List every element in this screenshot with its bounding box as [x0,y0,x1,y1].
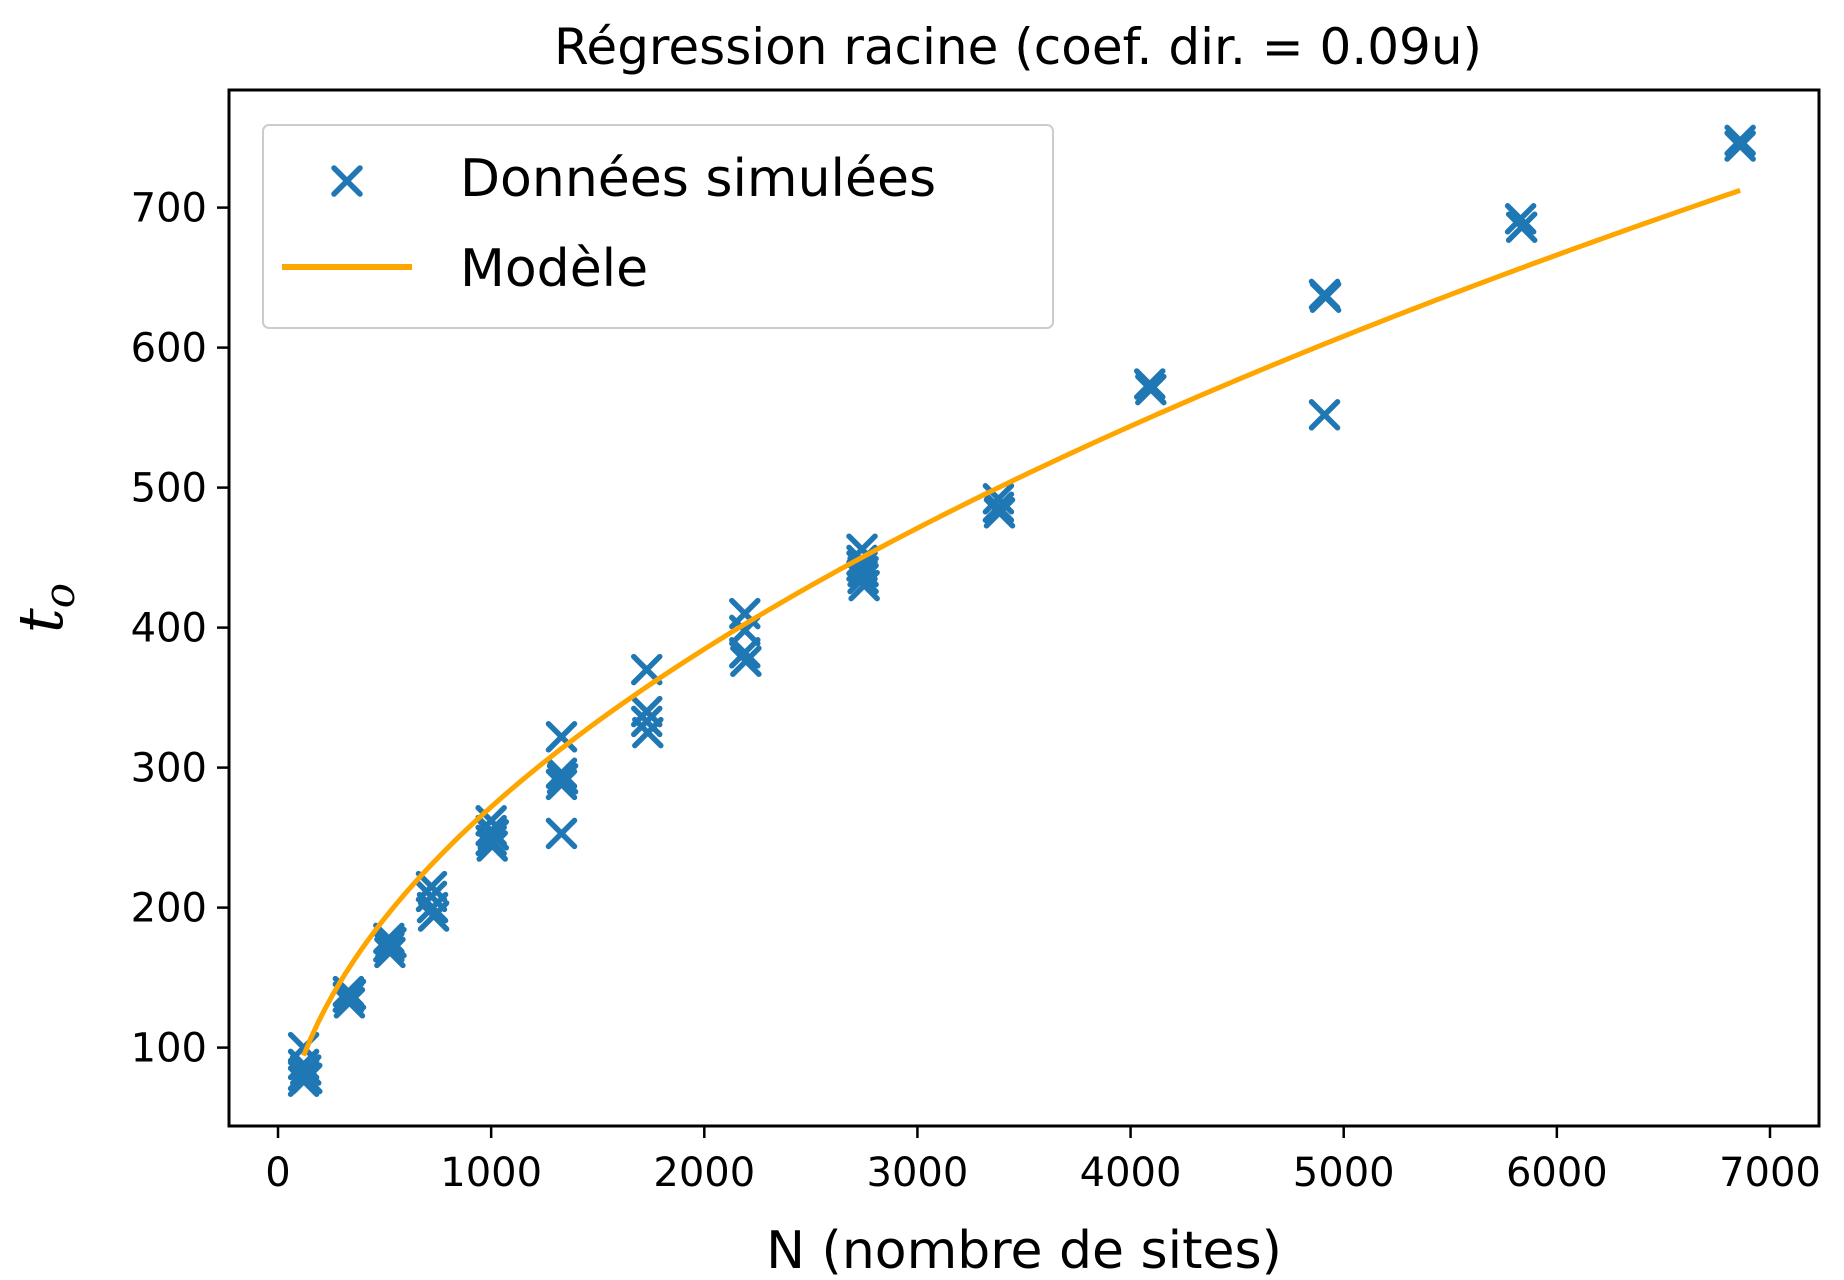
data-point [416,891,449,924]
data-point [375,926,407,959]
x-axis: 0 1000 2000 3000 4000 5000 6000 7000 [265,1126,1821,1196]
data-point [1504,203,1537,235]
legend-box [262,124,1054,329]
y-tick-label: 300 [131,746,207,792]
chart-title: Régression racine (coef. dir. = 0.09u) [554,18,1482,76]
x-tick-label: 7000 [1719,1150,1821,1196]
legend-marker-scatter [331,165,363,197]
series-layer [287,124,1756,1097]
y-axis-label-main: t [4,608,77,633]
data-point [546,763,579,795]
data-point [417,900,450,932]
y-tick-label: 500 [131,466,207,512]
y-axis: 100 200 300 400 500 600 700 [131,186,229,1072]
x-tick-label: 4000 [1080,1150,1182,1196]
data-point [1309,281,1342,313]
x-tick-label: 5000 [1293,1150,1395,1196]
x-tick-label: 6000 [1506,1150,1608,1196]
data-point [334,978,367,1011]
y-tick-label: 700 [131,186,207,232]
data-point [545,757,578,789]
data-point [289,1054,322,1086]
x-tick-label: 1000 [440,1150,542,1196]
y-axis-label: to [4,583,84,633]
data-point [982,491,1015,523]
y-tick-label: 200 [131,886,207,932]
data-point [477,819,510,851]
y-tick-label: 100 [131,1026,207,1072]
model-curve [301,188,1741,1057]
data-point [846,550,878,582]
x-tick-label: 3000 [867,1150,969,1196]
data-point [1135,373,1167,406]
data-point [630,705,663,738]
data-point [983,497,1016,529]
plot-frame [227,88,1821,1128]
data-point [1505,211,1538,243]
legend: Données simulées Modèle [262,124,1054,329]
data-point [545,768,578,801]
data-point [545,817,578,850]
data-point [1134,368,1166,400]
data-point [1308,399,1341,431]
legend-label-scatter: Données simulées [460,149,936,209]
y-axis-label-subscript: o [35,583,84,608]
data-point [1724,124,1756,157]
data-point [632,716,664,749]
x-axis-label: N (nombre de sites) [766,1221,1282,1280]
data-point [374,936,406,969]
data-point [1724,130,1756,162]
y-tick-label: 600 [131,326,207,372]
x-tick-label: 2000 [653,1150,755,1196]
data-point [730,645,762,677]
data-point [476,830,508,862]
legend-label-model: Modèle [460,239,648,299]
data-point [729,637,761,669]
data-point [333,987,366,1019]
svg-text:to: to [4,583,84,633]
x-tick-label: 0 [265,1150,290,1196]
y-tick-label: 400 [131,606,207,652]
data-point [545,721,578,753]
data-point [291,1062,323,1095]
